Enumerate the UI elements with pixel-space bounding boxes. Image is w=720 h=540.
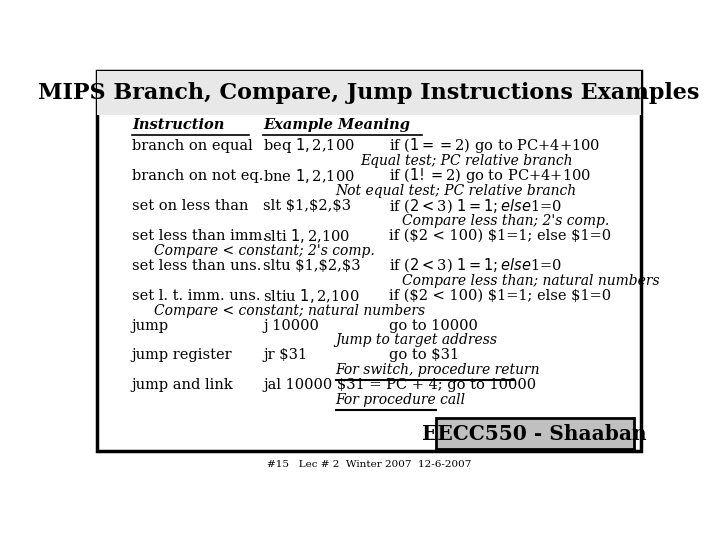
Text: if ($1 == $2) go to PC+4+100: if ($1 == $2) go to PC+4+100 bbox=[389, 137, 600, 156]
Text: j 10000: j 10000 bbox=[263, 319, 319, 333]
Text: jump: jump bbox=[132, 319, 169, 333]
Text: jal 10000 $31 = PC + 4; go to 10000: jal 10000 $31 = PC + 4; go to 10000 bbox=[263, 379, 536, 393]
Text: sltu $1,$2,$3: sltu $1,$2,$3 bbox=[263, 259, 361, 273]
FancyBboxPatch shape bbox=[97, 71, 641, 114]
Text: sltiu $1,$2,100: sltiu $1,$2,100 bbox=[263, 287, 359, 305]
Text: Compare < constant; 2's comp.: Compare < constant; 2's comp. bbox=[154, 244, 375, 258]
Text: branch on not eq.: branch on not eq. bbox=[132, 169, 264, 183]
Text: Equal test; PC relative branch: Equal test; PC relative branch bbox=[361, 154, 573, 168]
Text: slti $1,$2,100: slti $1,$2,100 bbox=[263, 227, 350, 245]
Text: jump register: jump register bbox=[132, 348, 233, 362]
Text: jr $31: jr $31 bbox=[263, 348, 307, 362]
Text: Example Meaning: Example Meaning bbox=[263, 118, 410, 132]
Text: if ($2 < 100) $1=1; else $1=0: if ($2 < 100) $1=1; else $1=0 bbox=[389, 229, 611, 242]
Text: Compare less than; 2's comp.: Compare less than; 2's comp. bbox=[402, 214, 610, 228]
Text: if ($1!= $2) go to PC+4+100: if ($1!= $2) go to PC+4+100 bbox=[389, 166, 590, 185]
Text: if ($2 < $3) $1=1; else $1=0: if ($2 < $3) $1=1; else $1=0 bbox=[389, 257, 562, 274]
Text: set l. t. imm. uns.: set l. t. imm. uns. bbox=[132, 288, 261, 302]
Text: For procedure call: For procedure call bbox=[336, 393, 466, 407]
Text: slt $1,$2,$3: slt $1,$2,$3 bbox=[263, 199, 351, 213]
Text: Compare less than; natural numbers: Compare less than; natural numbers bbox=[402, 274, 660, 288]
Text: if ($2 < 100) $1=1; else $1=0: if ($2 < 100) $1=1; else $1=0 bbox=[389, 288, 611, 302]
Text: set less than imm.: set less than imm. bbox=[132, 229, 267, 242]
Text: Compare < constant; natural numbers: Compare < constant; natural numbers bbox=[154, 303, 426, 318]
Text: go to 10000: go to 10000 bbox=[389, 319, 477, 333]
Text: go to $31: go to $31 bbox=[389, 348, 459, 362]
Text: #15   Lec # 2  Winter 2007  12-6-2007: #15 Lec # 2 Winter 2007 12-6-2007 bbox=[267, 460, 471, 469]
Text: Instruction: Instruction bbox=[132, 118, 224, 132]
Text: Jump to target address: Jump to target address bbox=[336, 334, 498, 347]
Text: EECC550 - Shaaban: EECC550 - Shaaban bbox=[423, 423, 647, 444]
Text: if ($2 < $3) $1=1; else $1=0: if ($2 < $3) $1=1; else $1=0 bbox=[389, 197, 562, 214]
Text: MIPS Branch, Compare, Jump Instructions Examples: MIPS Branch, Compare, Jump Instructions … bbox=[38, 82, 700, 104]
Text: bne $1,$2,100: bne $1,$2,100 bbox=[263, 167, 355, 185]
Text: jump and link: jump and link bbox=[132, 379, 233, 393]
Text: beq $1,$2,100: beq $1,$2,100 bbox=[263, 137, 355, 156]
FancyBboxPatch shape bbox=[436, 418, 634, 449]
Text: Not equal test; PC relative branch: Not equal test; PC relative branch bbox=[336, 184, 577, 198]
FancyBboxPatch shape bbox=[97, 71, 641, 451]
Text: set on less than: set on less than bbox=[132, 199, 248, 213]
Text: For switch, procedure return: For switch, procedure return bbox=[336, 363, 540, 377]
Text: branch on equal: branch on equal bbox=[132, 139, 253, 153]
Text: set less than uns.: set less than uns. bbox=[132, 259, 261, 273]
